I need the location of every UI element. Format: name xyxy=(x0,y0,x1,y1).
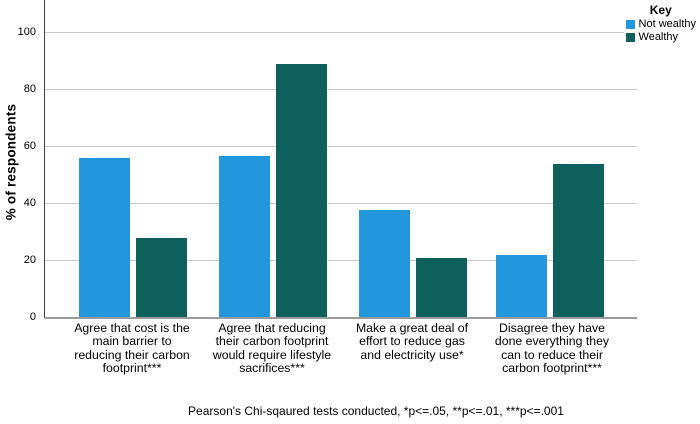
gridline xyxy=(45,32,637,33)
bar-not-wealthy-lifestyle-sacrifice xyxy=(219,155,270,318)
y-tick-label: 40 xyxy=(23,197,36,209)
plot-area xyxy=(44,0,637,319)
bar-wealthy-done-everything xyxy=(553,164,604,318)
gridline xyxy=(45,146,637,147)
category-label-effort-gas-electric: Make a great deal of effort to reduce ga… xyxy=(355,321,469,362)
y-tick-label: 0 xyxy=(29,311,36,323)
y-tick-label: 60 xyxy=(23,140,36,152)
bar-not-wealthy-cost-barrier xyxy=(79,158,130,318)
legend-item-wealthy: Wealthy xyxy=(625,31,696,44)
bar-wealthy-lifestyle-sacrifice xyxy=(276,64,327,318)
legend-item-not-wealthy: Not wealthy xyxy=(625,18,696,31)
bar-wealthy-effort-gas-electric xyxy=(416,258,467,318)
y-tick-label: 20 xyxy=(23,254,36,266)
gridline xyxy=(45,89,637,90)
bar-not-wealthy-done-everything xyxy=(496,255,547,318)
legend-label-not-wealthy: Not wealthy xyxy=(638,18,696,30)
legend: Key Not wealthy Wealthy xyxy=(623,3,698,44)
legend-swatch-not-wealthy xyxy=(625,20,635,29)
y-tick-label: 100 xyxy=(17,26,36,38)
legend-title: Key xyxy=(649,3,672,17)
legend-label-wealthy: Wealthy xyxy=(638,31,679,43)
category-label-done-everything: Disagree they have done everything they … xyxy=(494,321,610,376)
gridline xyxy=(45,203,637,204)
y-axis: 0 20 40 60 80 100 xyxy=(0,0,40,323)
category-label-cost-barrier: Agree that cost is the main barrier to r… xyxy=(74,321,190,376)
footnote: Pearson's Chi-sqaured tests conducted, *… xyxy=(188,404,564,418)
bar-wealthy-cost-barrier xyxy=(136,238,187,318)
bar-not-wealthy-effort-gas-electric xyxy=(359,209,410,318)
gridline xyxy=(45,260,637,261)
legend-swatch-wealthy xyxy=(625,33,635,42)
y-tick-label: 80 xyxy=(23,83,36,95)
x-axis-line xyxy=(45,317,637,319)
category-label-lifestyle-sacrifice: Agree that reducing their carbon footpri… xyxy=(212,321,332,376)
